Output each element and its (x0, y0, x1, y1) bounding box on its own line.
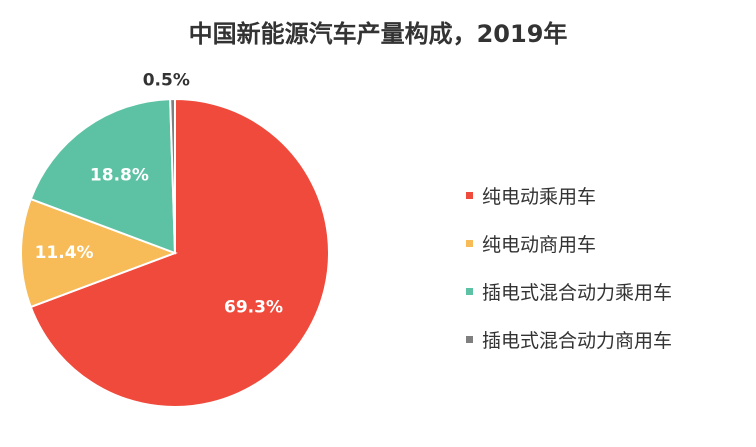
legend-item: 插电式混合动力乘用车 (466, 267, 746, 315)
legend-label: 纯电动乘用车 (482, 185, 597, 208)
slice-data-label: 18.8% (90, 165, 149, 185)
legend-swatch (466, 239, 473, 247)
legend-label: 插电式混合动力乘用车 (482, 281, 673, 304)
pie-slice (169, 97, 176, 254)
legend-item: 纯电动商用车 (466, 219, 746, 267)
pie-slices (20, 97, 330, 408)
legend-label: 插电式混合动力商用车 (482, 329, 673, 352)
slice-data-label: 11.4% (35, 243, 94, 263)
legend-swatch (466, 191, 473, 199)
slice-data-label: 69.3% (224, 297, 283, 317)
legend: 纯电动乘用车 纯电动商用车插电式混合动力乘用车 插电式混合动力商用车 (466, 171, 746, 363)
pie-slice (29, 97, 330, 408)
pie-labels: 69.3% 11.4% 18.8% 0.5% (35, 71, 283, 318)
slice-data-label: 0.5% (143, 71, 190, 91)
legend-item: 纯电动乘用车 (466, 171, 746, 219)
legend-swatch (466, 335, 473, 343)
chart-title: 中国新能源汽车产量构成，2019年 (188, 20, 568, 48)
pie-slice (29, 98, 177, 255)
legend-label: 纯电动商用车 (482, 233, 597, 256)
legend-item: 插电式混合动力商用车 (466, 315, 746, 363)
pie-slice (20, 197, 178, 309)
legend-swatch (466, 287, 473, 295)
